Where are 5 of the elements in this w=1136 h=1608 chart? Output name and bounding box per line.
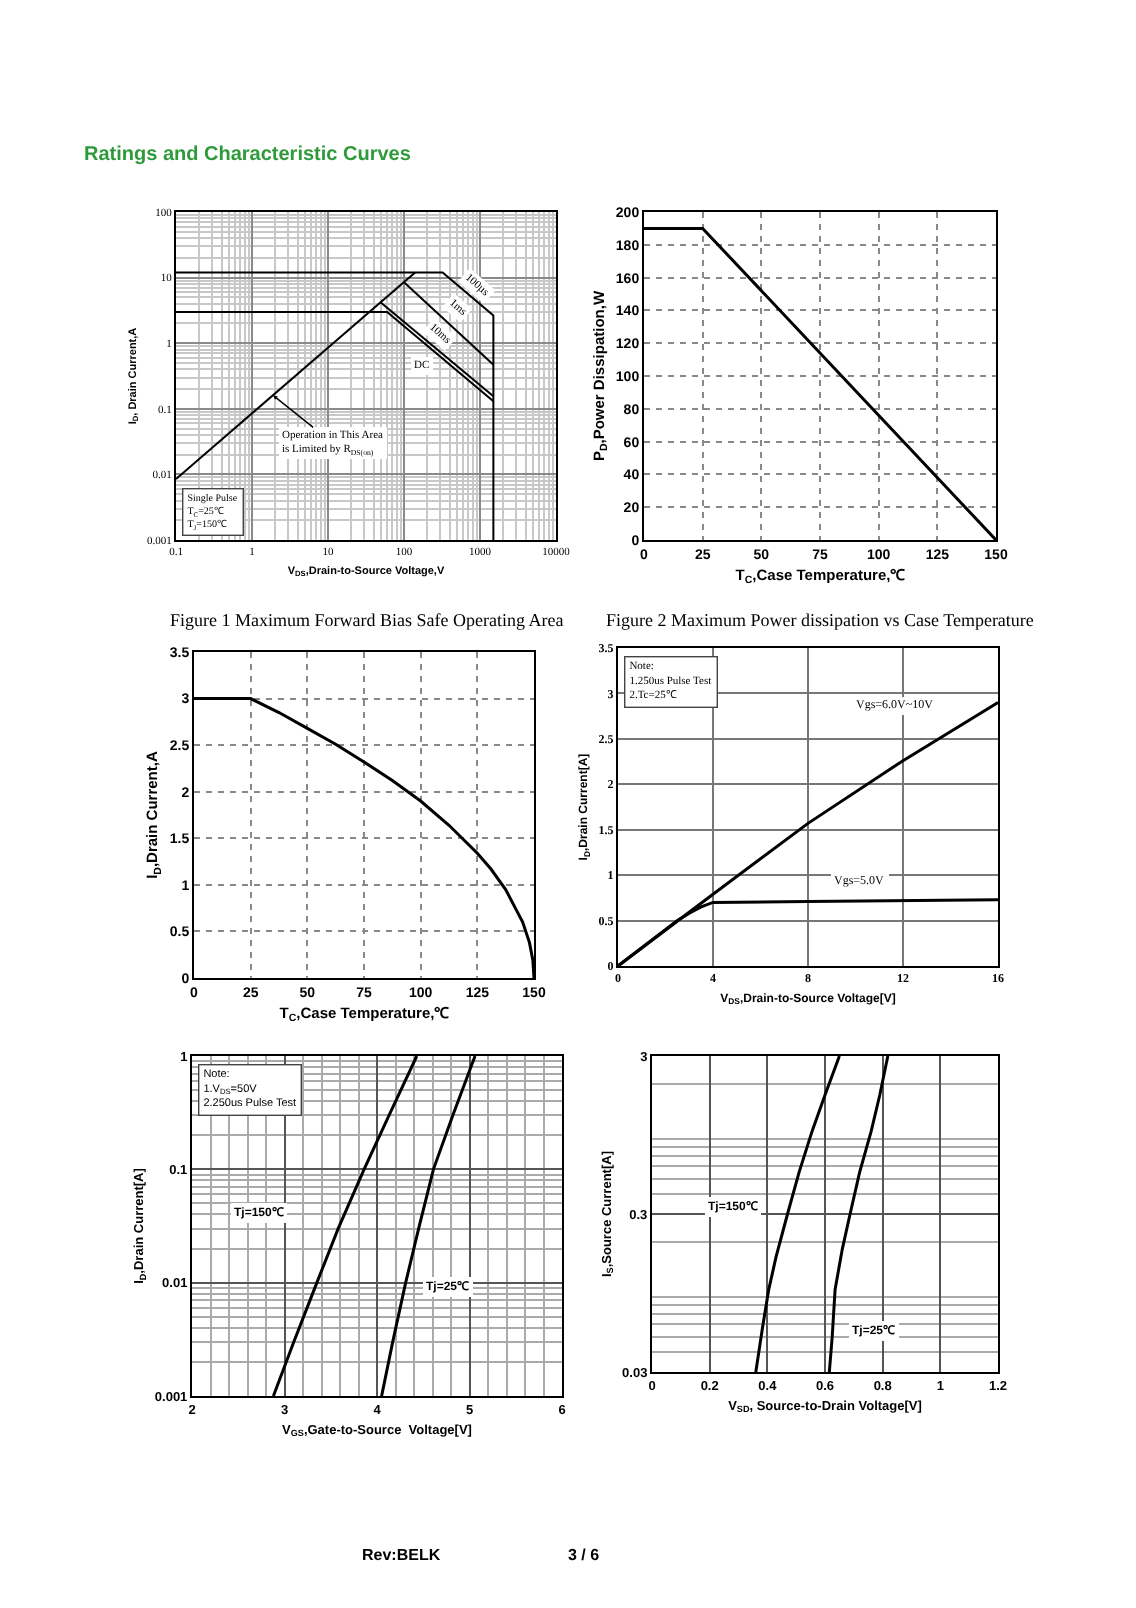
text: Figure 2 Maximum Power dissipation vs Case Temperature (606, 610, 1034, 630)
text: Rev:BELK (362, 1546, 441, 1564)
text: Figure 1 Maximum Forward Bias Safe Operating Area (170, 610, 564, 630)
text: 3 / 6 (568, 1546, 601, 1564)
text: Ratings and Characteristic Curves (84, 144, 412, 166)
